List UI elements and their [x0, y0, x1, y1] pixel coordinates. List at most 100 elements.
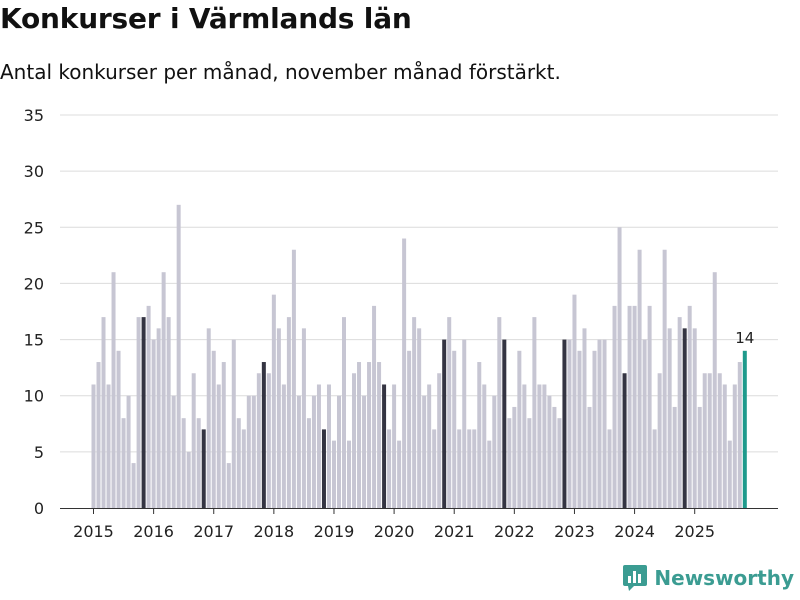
bar	[291, 249, 296, 508]
y-tick-label: 15	[24, 331, 44, 350]
bar	[352, 373, 357, 508]
bar	[326, 384, 331, 508]
bar	[407, 350, 412, 508]
bar	[266, 373, 271, 508]
bar	[637, 249, 642, 508]
bar	[512, 406, 517, 508]
bar	[507, 418, 512, 508]
bar	[682, 328, 687, 508]
x-tick-label: 2020	[374, 522, 415, 541]
y-tick-label: 30	[24, 162, 44, 181]
bar	[171, 395, 176, 508]
bar	[131, 463, 136, 508]
bar	[101, 317, 106, 508]
bar	[316, 384, 321, 508]
bar	[221, 362, 226, 508]
bar	[582, 328, 587, 508]
bar	[382, 384, 387, 508]
y-tick-label: 35	[24, 106, 44, 125]
bar	[542, 384, 547, 508]
bar	[392, 384, 397, 508]
bar	[652, 429, 657, 508]
bar	[437, 373, 442, 508]
bar	[311, 395, 316, 508]
bars	[91, 204, 747, 509]
bar	[331, 440, 336, 508]
bar	[261, 362, 266, 508]
bar	[742, 350, 747, 508]
bar	[387, 429, 392, 508]
bar	[347, 440, 352, 508]
bar	[572, 294, 577, 508]
bar	[427, 384, 432, 508]
bar	[301, 328, 306, 508]
bar	[677, 317, 682, 508]
bar	[472, 429, 477, 508]
bar	[397, 440, 402, 508]
bar	[91, 384, 96, 508]
bar	[357, 362, 362, 508]
bar	[457, 429, 462, 508]
bar	[231, 339, 236, 508]
bar	[141, 317, 146, 508]
bar	[527, 418, 532, 508]
bar	[517, 350, 522, 508]
bar	[166, 317, 171, 508]
bar	[717, 373, 722, 508]
bar	[617, 227, 622, 509]
bar	[276, 328, 281, 508]
x-tick-label: 2025	[674, 522, 715, 541]
bar	[662, 249, 667, 508]
bar	[362, 395, 367, 508]
bar	[692, 328, 697, 508]
bar	[707, 373, 712, 508]
bar	[206, 328, 211, 508]
x-tick-label: 2017	[193, 522, 234, 541]
bar	[286, 317, 291, 508]
bar	[712, 272, 717, 508]
bar	[246, 395, 251, 508]
bar	[567, 339, 572, 508]
bar	[537, 384, 542, 508]
newsworthy-logo: Newsworthy	[622, 564, 794, 592]
bar	[111, 272, 116, 508]
logo-text: Newsworthy	[654, 566, 794, 590]
chart-title: Konkurser i Värmlands län	[0, 2, 412, 35]
x-axis	[60, 508, 778, 514]
latest-value-label: 14	[735, 329, 754, 347]
bar	[552, 406, 557, 508]
bar	[557, 418, 562, 508]
bar	[106, 384, 111, 508]
bar	[522, 384, 527, 508]
newsworthy-logo-icon	[623, 565, 648, 591]
bar	[296, 395, 301, 508]
bar	[136, 317, 141, 508]
bar	[211, 350, 216, 508]
bar	[697, 406, 702, 508]
bar	[422, 395, 427, 508]
bar	[251, 395, 256, 508]
bar	[181, 418, 186, 508]
bar	[412, 317, 417, 508]
bar	[121, 418, 126, 508]
y-tick-label: 5	[34, 443, 44, 462]
bar	[647, 305, 652, 508]
y-tick-label: 25	[24, 218, 44, 237]
bar	[447, 317, 452, 508]
bar	[452, 350, 457, 508]
bar	[467, 429, 472, 508]
bar	[281, 384, 286, 508]
bar	[722, 384, 727, 508]
bar	[732, 384, 737, 508]
bar	[116, 350, 121, 508]
x-tick-label: 2018	[254, 522, 295, 541]
bar	[727, 440, 732, 508]
bar	[672, 406, 677, 508]
x-tick-label: 2015	[73, 522, 114, 541]
bar	[146, 305, 151, 508]
bar	[592, 350, 597, 508]
bar	[196, 418, 201, 508]
bar	[186, 451, 191, 508]
bar	[236, 418, 241, 508]
bar	[577, 350, 582, 508]
